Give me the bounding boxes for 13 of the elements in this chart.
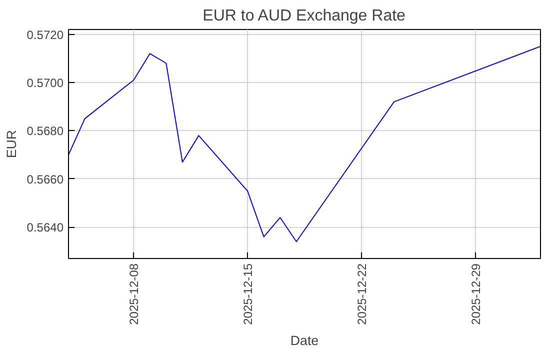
y-axis-title: EUR [4, 130, 19, 158]
y-tick-label: 0.5640 [26, 220, 64, 235]
y-tick-label: 0.5720 [26, 28, 64, 42]
chart-title: EUR to AUD Exchange Rate [202, 8, 406, 24]
y-tick-label: 0.5700 [26, 76, 64, 90]
y-tick-label: 0.5660 [26, 172, 64, 186]
x-tick-label: 2025-12-22 [354, 263, 369, 325]
x-tick-label: 2025-12-29 [468, 263, 483, 325]
x-tick-label: 2025-12-08 [127, 263, 142, 325]
x-axis-title: Date [290, 332, 319, 348]
x-tick-label: 2025-12-15 [241, 263, 256, 325]
line-series [68, 46, 540, 242]
y-tick-label: 0.5680 [26, 124, 64, 138]
